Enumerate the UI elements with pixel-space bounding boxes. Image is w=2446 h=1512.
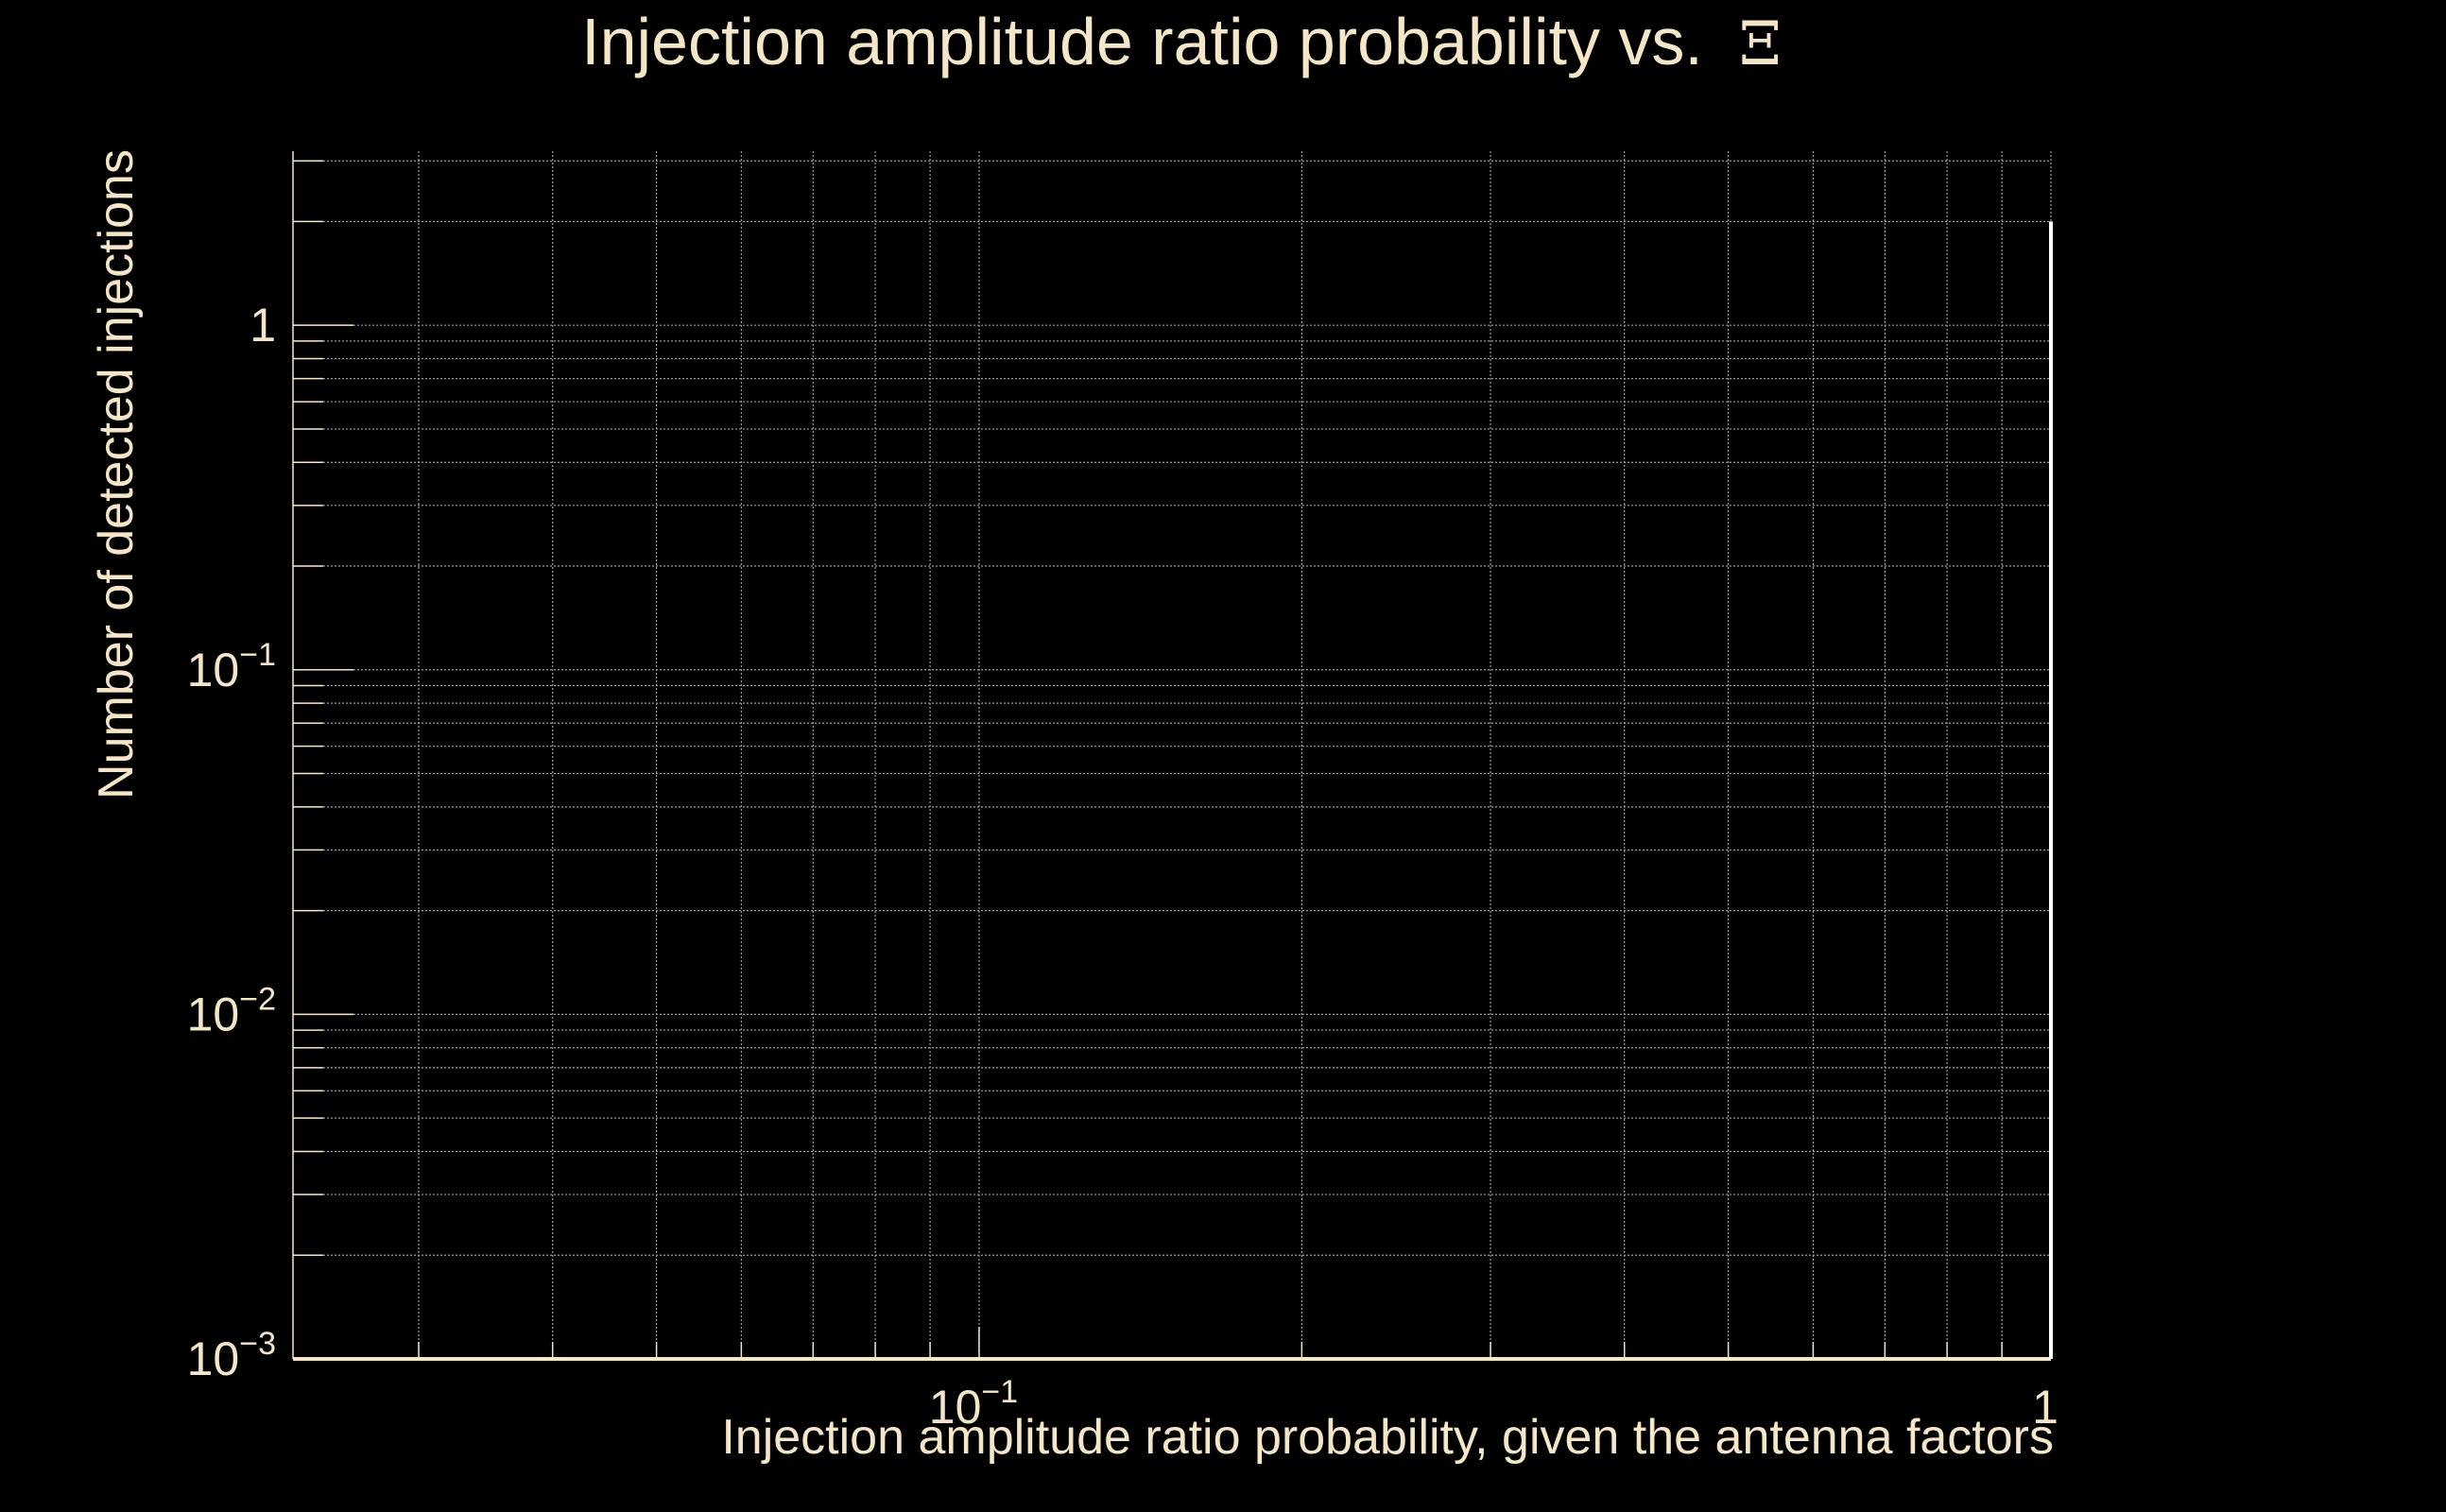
y-tick-label: 10−2 xyxy=(187,981,276,1040)
y-tick-label: 1 xyxy=(250,299,276,352)
x-tick-label: 10−1 xyxy=(929,1374,1018,1434)
y-axis-label: Number of detected injections xyxy=(89,149,144,799)
x-tick-label: 1 xyxy=(2032,1381,2058,1434)
tick-labels: 10−3 10−2 10−1 1 10−1 1 xyxy=(187,299,2058,1434)
y-tick-label: 10−3 xyxy=(187,1326,276,1385)
y-tick-label: 10−1 xyxy=(187,637,276,696)
x-axis-label: Injection amplitude ratio probability, g… xyxy=(721,1410,2054,1465)
axes xyxy=(292,151,2051,1361)
chart-title: Injection amplitude ratio probability vs… xyxy=(581,5,1782,79)
chart-title-text: Injection amplitude ratio probability vs… xyxy=(581,5,1703,78)
chart-title-symbol: Ξ xyxy=(1739,9,1782,79)
